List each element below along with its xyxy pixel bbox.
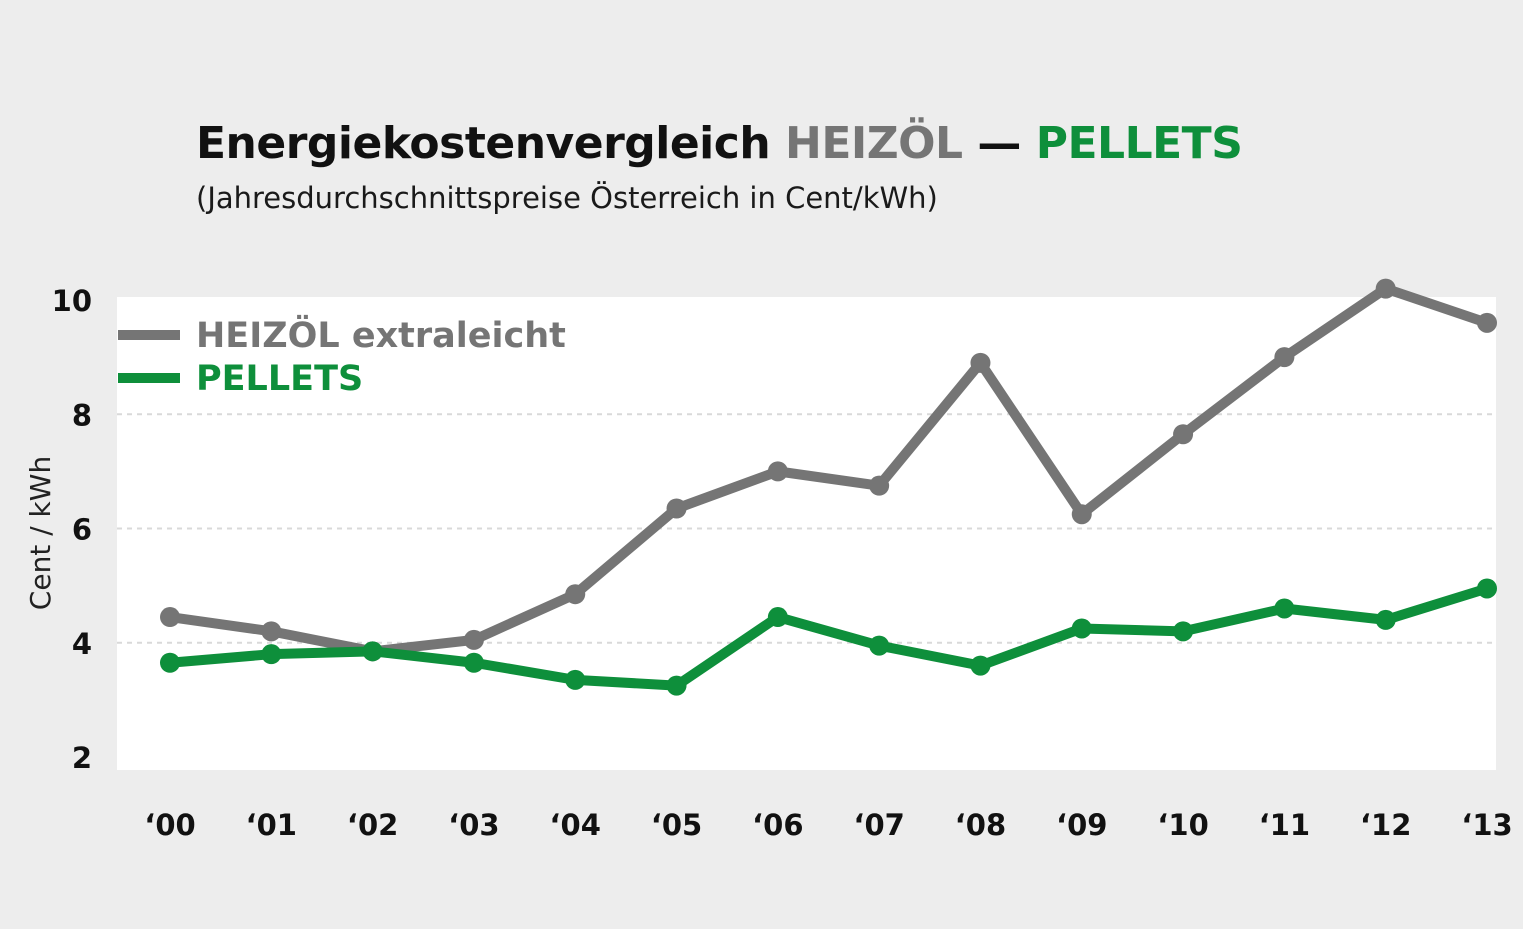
y-axis-label: Cent / kWh — [24, 456, 57, 610]
y-axis-ticks: 2 4 6 8 10 — [52, 284, 92, 775]
x-tick-label: ‘02 — [347, 808, 398, 842]
chart-subtitle: (Jahresdurchschnittspreise Österreich in… — [196, 181, 938, 215]
series-line — [165, 583, 1492, 691]
x-tick-label: ‘11 — [1259, 808, 1310, 842]
series-group — [160, 278, 1497, 696]
data-point — [261, 644, 282, 665]
data-point — [1274, 347, 1295, 368]
data-point — [160, 607, 180, 628]
x-tick-label: ‘03 — [448, 808, 499, 842]
data-point — [1274, 598, 1295, 619]
legend-label: HEIZÖL extraleicht — [196, 314, 566, 356]
data-point — [1477, 312, 1497, 333]
title-part-dash: — — [962, 118, 1036, 169]
series-pellets — [160, 578, 1497, 696]
data-point — [160, 652, 180, 673]
data-point — [767, 607, 788, 628]
x-tick-label: ‘04 — [550, 808, 601, 842]
data-point — [463, 629, 484, 650]
data-point — [463, 652, 484, 673]
title-part-energy: Energiekostenvergleich — [196, 118, 785, 169]
y-tick-label: 2 — [72, 741, 92, 775]
data-point — [869, 475, 890, 496]
data-point — [767, 461, 788, 482]
x-tick-label: ‘09 — [1056, 808, 1107, 842]
data-point — [1173, 424, 1194, 445]
data-point — [565, 669, 586, 690]
data-point — [565, 584, 586, 605]
legend-label: PELLETS — [196, 359, 363, 399]
x-tick-label: ‘10 — [1157, 808, 1208, 842]
x-tick-label: ‘06 — [752, 808, 803, 842]
data-point — [970, 655, 991, 676]
title-part-oil: HEIZÖL — [785, 118, 963, 169]
data-point — [666, 498, 687, 519]
data-point — [1071, 504, 1092, 525]
x-tick-label: ‘07 — [853, 808, 904, 842]
data-point — [970, 352, 991, 373]
data-point — [362, 641, 383, 662]
x-tick-label: ‘12 — [1360, 808, 1411, 842]
y-tick-label: 4 — [72, 627, 92, 661]
x-tick-label: ‘13 — [1461, 808, 1512, 842]
y-tick-label: 10 — [52, 284, 92, 318]
data-point — [666, 675, 687, 696]
x-tick-label: ‘00 — [144, 808, 195, 842]
data-point — [1173, 621, 1194, 642]
data-point — [1071, 618, 1092, 639]
data-point — [1375, 609, 1396, 630]
data-point — [869, 635, 890, 656]
title-part-pellets: PELLETS — [1035, 118, 1243, 169]
data-point — [1375, 278, 1396, 299]
x-tick-label: ‘01 — [246, 808, 297, 842]
chart-title: Energiekostenvergleich HEIZÖL — PELLETS — [196, 118, 1243, 169]
data-point — [1477, 578, 1497, 599]
y-tick-label: 8 — [72, 398, 92, 432]
x-tick-label: ‘08 — [955, 808, 1006, 842]
y-tick-label: 6 — [72, 513, 92, 547]
data-point — [261, 621, 282, 642]
x-tick-label: ‘05 — [651, 808, 702, 842]
x-axis-ticks: ‘00 ‘01 ‘02 ‘03 ‘04 ‘05 ‘06 ‘07 ‘08 ‘09 ‘10 ‘11 ‘12 ‘… — [144, 808, 1512, 842]
